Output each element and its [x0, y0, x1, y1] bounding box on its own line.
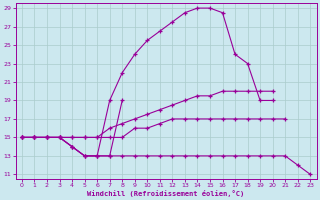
X-axis label: Windchill (Refroidissement éolien,°C): Windchill (Refroidissement éolien,°C): [87, 190, 245, 197]
